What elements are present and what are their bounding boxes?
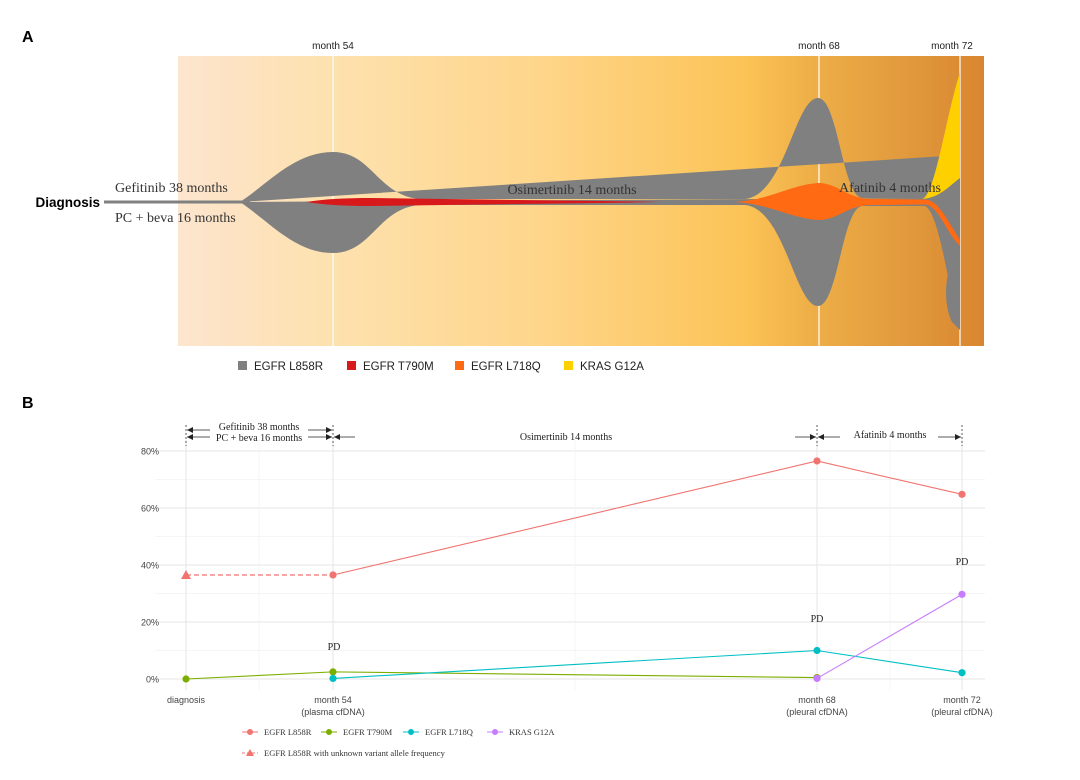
legend-b-label-egfr-t790m: EGFR T790M bbox=[343, 727, 393, 737]
panel-a-fishplot: A month 54 month 68 month 72 Diagnosis G… bbox=[22, 29, 984, 373]
x-tick-label-2: month 68 bbox=[798, 695, 836, 705]
series-line-kras-g12a bbox=[816, 593, 963, 679]
clone-kras-g12a bbox=[922, 72, 960, 199]
point-kras-g12a-2 bbox=[813, 674, 821, 683]
treatment-label-afatinib-b: Afatinib 4 months bbox=[854, 430, 927, 441]
panel-b-legend: EGFR L858R EGFR T790M EGFR L718Q KRAS G12A E… bbox=[242, 727, 555, 758]
clone-egfr-l718q bbox=[735, 183, 960, 246]
legend-label-egfr-l858r: EGFR L858R bbox=[254, 361, 323, 373]
x-axis: diagnosis month 54 (plasma cfDNA) month 68 (… bbox=[167, 695, 993, 717]
legend-b-marker-egfr-l718q bbox=[408, 729, 414, 735]
y-tick-label-0: 0% bbox=[146, 675, 159, 685]
y-axis: 0% 20% 40% 60% 80% bbox=[141, 447, 159, 685]
treatment-label-osimertinib-b: Osimertinib 14 months bbox=[520, 432, 612, 443]
x-tick-label-3: month 72 bbox=[943, 695, 981, 705]
treatment-arrows bbox=[185, 425, 963, 446]
legend-swatch-kras-g12a bbox=[564, 361, 573, 370]
treatment-label-osimertinib: Osimertinib 14 months bbox=[507, 183, 636, 198]
unknown-vaf-marker bbox=[181, 569, 191, 579]
arrow-line3-left-head bbox=[818, 434, 824, 440]
arrow-line3-right-head bbox=[955, 434, 961, 440]
legend-swatch-egfr-t790m bbox=[347, 361, 356, 370]
series-line-egfr-l718q bbox=[332, 649, 963, 679]
point-egfr-l858r-3 bbox=[958, 490, 966, 498]
x-tick-sublabel-2: (pleural cfDNA) bbox=[786, 707, 848, 717]
arrow-line2-left-head bbox=[334, 434, 340, 440]
timepoint-label-month-54: month 54 bbox=[312, 41, 354, 52]
x-tick-sublabel-1: (plasma cfDNA) bbox=[301, 707, 365, 717]
point-egfr-t790m-1 bbox=[329, 668, 337, 676]
pd-label-month-68: PD bbox=[811, 614, 824, 625]
legend-b-marker-egfr-t790m bbox=[326, 729, 332, 735]
point-kras-g12a-3 bbox=[958, 590, 966, 598]
gridlines bbox=[155, 440, 985, 690]
arrow-line1-bottom-left-head bbox=[187, 434, 193, 440]
y-tick-label-80: 80% bbox=[141, 447, 159, 457]
point-egfr-l718q-1 bbox=[329, 674, 337, 683]
timepoint-label-month-68: month 68 bbox=[798, 41, 840, 52]
treatment-label-pc-beva-b: PC + beva 16 months bbox=[216, 433, 302, 444]
legend-b-marker-egfr-l858r bbox=[247, 729, 253, 735]
y-tick-label-60: 60% bbox=[141, 504, 159, 514]
timepoint-label-month-72: month 72 bbox=[931, 41, 973, 52]
treatment-label-gefitinib-b: Gefitinib 38 months bbox=[219, 422, 300, 433]
legend-label-kras-g12a: KRAS G12A bbox=[580, 361, 644, 373]
legend-label-egfr-l718q: EGFR L718Q bbox=[471, 361, 541, 373]
series-line-egfr-l858r bbox=[332, 460, 963, 576]
pd-label-month-54: PD bbox=[328, 642, 341, 653]
y-tick-label-40: 40% bbox=[141, 561, 159, 571]
treatment-label-afatinib: Afatinib 4 months bbox=[839, 181, 941, 196]
point-egfr-l718q-3 bbox=[958, 669, 966, 677]
panel-b-vaf-chart: B Gefitinib 38 months PC + beva 16 month… bbox=[22, 395, 993, 758]
legend-b-label-kras-g12a: KRAS G12A bbox=[509, 727, 555, 737]
series-layer bbox=[181, 457, 966, 683]
point-egfr-l858r-2 bbox=[813, 457, 821, 465]
arrow-line1-top-left-head bbox=[187, 427, 193, 433]
legend-b-marker-kras-g12a bbox=[492, 729, 498, 735]
point-egfr-l718q-2 bbox=[813, 646, 821, 655]
legend-b-label-unknown-vaf: EGFR L858R with unknown variant allele f… bbox=[264, 748, 446, 758]
treatment-label-pc-beva: PC + beva 16 months bbox=[115, 211, 236, 226]
arrow-line1-bottom-right-head bbox=[326, 434, 332, 440]
legend-label-egfr-t790m: EGFR T790M bbox=[363, 361, 434, 373]
y-tick-label-20: 20% bbox=[141, 618, 159, 628]
point-egfr-l858r-1 bbox=[329, 571, 337, 579]
x-tick-label-0: diagnosis bbox=[167, 695, 206, 705]
x-tick-label-1: month 54 bbox=[314, 695, 352, 705]
legend-swatch-egfr-l718q bbox=[455, 361, 464, 370]
x-tick-sublabel-3: (pleural cfDNA) bbox=[931, 707, 993, 717]
legend-b-label-egfr-l718q: EGFR L718Q bbox=[425, 727, 473, 737]
treatment-label-gefitinib: Gefitinib 38 months bbox=[115, 181, 228, 196]
arrow-line2-right-head bbox=[810, 434, 816, 440]
series-line-egfr-t790m bbox=[185, 671, 818, 680]
legend-swatch-egfr-l858r bbox=[238, 361, 247, 370]
clone-egfr-t790m bbox=[306, 198, 660, 206]
legend-b-marker-unknown-vaf bbox=[246, 749, 254, 756]
panel-a-legend: EGFR L858R EGFR T790M EGFR L718Q KRAS G1… bbox=[238, 361, 644, 373]
diagnosis-label: Diagnosis bbox=[35, 195, 100, 210]
panel-b-letter: B bbox=[22, 395, 34, 412]
point-egfr-t790m-0 bbox=[182, 675, 190, 683]
legend-b-label-egfr-l858r: EGFR L858R bbox=[264, 727, 312, 737]
panel-a-letter: A bbox=[22, 29, 34, 46]
pd-label-month-72: PD bbox=[956, 557, 969, 568]
arrow-line1-top-right-head bbox=[326, 427, 332, 433]
